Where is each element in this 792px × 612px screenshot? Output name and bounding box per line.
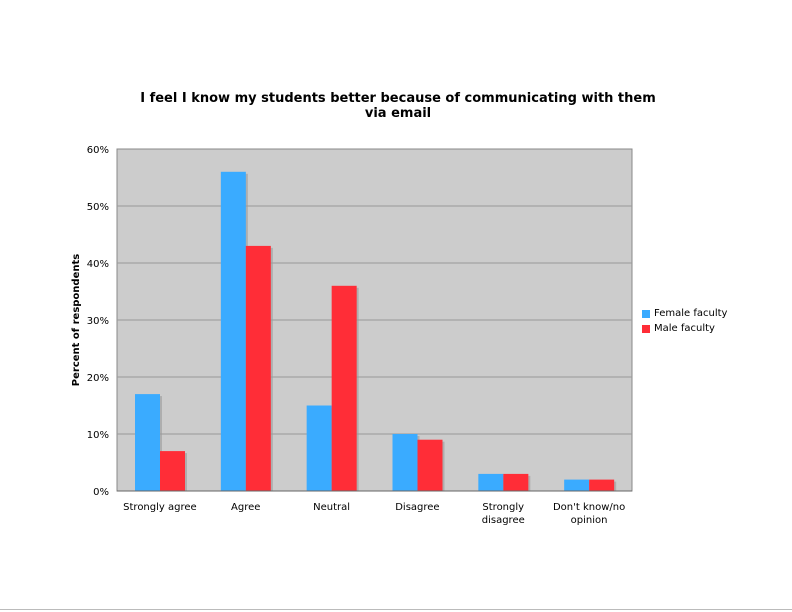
bar-male <box>589 479 615 491</box>
legend-item-female: Female faculty <box>642 306 727 321</box>
legend-item-male: Male faculty <box>642 321 727 336</box>
y-tick-label: 0% <box>93 487 109 498</box>
legend-label-male: Male faculty <box>654 323 715 334</box>
y-axis-label: Percent of respondents <box>71 254 82 386</box>
x-tick-label: Strongly <box>482 502 524 513</box>
x-tick-label: Neutral <box>313 502 350 513</box>
legend: Female faculty Male faculty <box>642 306 727 336</box>
bar-female <box>564 479 590 491</box>
bar-female <box>220 171 246 492</box>
y-tick-label: 60% <box>87 145 109 156</box>
bar-male <box>331 285 357 491</box>
bar-male <box>417 439 443 491</box>
y-tick-label: 40% <box>87 259 109 270</box>
x-tick-label: Don't know/no <box>553 502 625 513</box>
bar-female <box>392 434 418 491</box>
x-tick-label: Strongly agree <box>123 502 197 513</box>
bar-female <box>306 405 332 491</box>
chart-title: I feel I know my students better because… <box>140 91 656 121</box>
bar-male <box>503 473 529 491</box>
page-divider <box>0 609 792 610</box>
y-tick-label: 20% <box>87 373 109 384</box>
bar-male <box>245 245 271 491</box>
bar-female <box>478 473 504 491</box>
legend-swatch-female <box>642 309 650 318</box>
x-tick-label: Disagree <box>395 502 439 513</box>
x-tick-label: disagree <box>482 515 525 526</box>
legend-swatch-male <box>642 324 650 333</box>
bar-female <box>135 394 160 491</box>
bar-male <box>160 451 185 491</box>
x-tick-label: opinion <box>571 515 608 526</box>
y-tick-label: 30% <box>87 316 109 327</box>
y-tick-label: 10% <box>87 430 109 441</box>
legend-label-female: Female faculty <box>654 308 728 319</box>
y-tick-label: 50% <box>87 202 109 213</box>
x-tick-label: Agree <box>231 502 260 513</box>
